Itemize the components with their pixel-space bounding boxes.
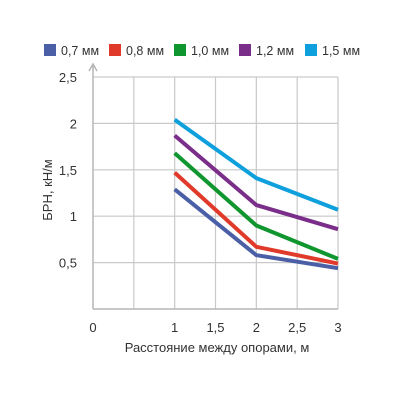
x-tick-label: 2,5 — [288, 320, 306, 335]
y-tick-label: 2,5 — [59, 70, 77, 85]
grid — [93, 76, 339, 309]
legend-label: 1,0 мм — [191, 44, 229, 58]
y-axis-title: БРН, кН/м — [40, 159, 55, 221]
legend-item: 1,5 мм — [305, 44, 360, 58]
legend: 0,7 мм 0,8 мм 1,0 мм 1,2 мм 1,5 мм — [44, 44, 360, 58]
y-tick-label: 2 — [70, 116, 77, 131]
legend-label: 0,7 мм — [61, 44, 99, 58]
series-line — [173, 187, 339, 271]
series-line — [173, 151, 339, 261]
tick-labels: 0 1 1,5 2 2,5 3 0,5 1 1,5 2 2,5 — [59, 70, 342, 335]
legend-label: 1,5 мм — [322, 44, 360, 58]
legend-label: 1,2 мм — [256, 44, 294, 58]
x-tick-label: 1 — [171, 320, 178, 335]
legend-swatch — [174, 44, 186, 56]
x-tick-label: 1,5 — [206, 320, 224, 335]
y-tick-label: 1 — [70, 209, 77, 224]
series-group — [173, 118, 339, 271]
legend-swatch — [239, 44, 251, 56]
series-line — [173, 171, 339, 266]
series-line — [173, 133, 339, 232]
legend-item: 1,0 мм — [174, 44, 229, 58]
legend-item: 1,2 мм — [239, 44, 294, 58]
legend-swatch — [305, 44, 317, 56]
x-tick-label: 3 — [334, 320, 341, 335]
x-axis-title: Расстояние между опорами, м — [125, 340, 310, 355]
x-tick-label: 0 — [89, 320, 96, 335]
legend-swatch — [44, 44, 56, 56]
legend-label: 0,8 мм — [126, 44, 164, 58]
legend-item: 0,7 мм — [44, 44, 99, 58]
legend-swatch — [109, 44, 121, 56]
series-line — [173, 118, 339, 212]
y-axis-arrow-icon — [88, 62, 98, 72]
legend-item: 0,8 мм — [109, 44, 164, 58]
y-tick-label: 1,5 — [59, 163, 77, 178]
y-tick-label: 0,5 — [59, 256, 77, 271]
x-tick-label: 2 — [253, 320, 260, 335]
axes — [88, 62, 338, 310]
